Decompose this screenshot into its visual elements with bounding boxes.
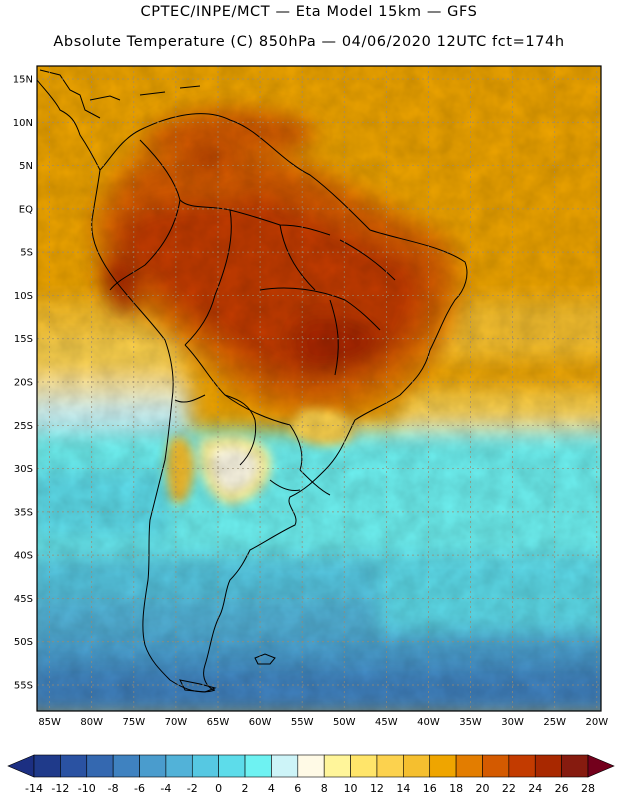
lon-label: 45W: [375, 717, 398, 728]
lon-label: 80W: [80, 717, 103, 728]
lon-label: 25W: [543, 717, 566, 728]
colorbar-tick-label: 4: [268, 782, 275, 795]
colorbar-tick-label: 20: [475, 782, 489, 795]
latitude-labels: 15N 10N 5N EQ 5S 10S 15S 20S 25S 30S 35S 40S 45S 50S 5…: [13, 74, 33, 691]
temperature-field: [37, 66, 601, 711]
colorbar-tick-label: -6: [134, 782, 145, 795]
colorbar-swatch: [60, 754, 88, 778]
lon-label: 35W: [459, 717, 482, 728]
lat-label: 10N: [13, 118, 33, 129]
colorbar: [7, 754, 615, 778]
colorbar-swatch: [508, 754, 536, 778]
map-title-line-2: Absolute Temperature (C) 850hPa — 04/06/…: [53, 34, 565, 50]
colorbar-tick-label: -8: [108, 782, 119, 795]
colorbar-swatch: [350, 754, 378, 778]
lat-label: 10S: [14, 291, 33, 302]
colorbar-swatch: [561, 754, 589, 778]
colorbar-swatch: [376, 754, 404, 778]
colorbar-tick-label: 14: [396, 782, 410, 795]
colorbar-swatch: [86, 754, 114, 778]
colorbar-swatch: [455, 754, 483, 778]
lon-label: 30W: [501, 717, 524, 728]
lat-label: 30S: [14, 464, 33, 475]
colorbar-swatch: [482, 754, 510, 778]
colorbar-swatch: [191, 754, 219, 778]
lon-label: 55W: [291, 717, 314, 728]
colorbar-tick-label: 8: [321, 782, 328, 795]
colorbar-tick-label: 2: [242, 782, 249, 795]
colorbar-tick-label: 26: [555, 782, 569, 795]
colorbar-swatch: [297, 754, 325, 778]
lon-label: 20W: [585, 717, 608, 728]
colorbar-swatch: [323, 754, 351, 778]
colorbar-tick-label: 22: [502, 782, 516, 795]
lat-label: 15S: [14, 334, 33, 345]
graticule: [37, 66, 601, 711]
lat-label: 40S: [14, 551, 33, 562]
colorbar-tick-label: -2: [187, 782, 198, 795]
colorbar-tick-label: -14: [25, 782, 43, 795]
colorbar-tick-label: 24: [528, 782, 542, 795]
lon-label: 60W: [249, 717, 272, 728]
lat-label: 35S: [14, 507, 33, 518]
colorbar-swatch: [271, 754, 299, 778]
colorbar-tick-label: 12: [370, 782, 384, 795]
colorbar-labels: -14 -12 -10 -8 -6 -4 -2 0 2 4 6 8 10 12 14 16 18 20 22 24 26…: [25, 782, 595, 795]
lon-label: 40W: [417, 717, 440, 728]
lat-label: 15N: [13, 74, 33, 85]
lon-label: 75W: [122, 717, 145, 728]
lat-label: 25S: [14, 421, 33, 432]
colorbar-tick-label: -10: [78, 782, 96, 795]
lat-label: 50S: [14, 637, 33, 648]
lat-label: 5N: [19, 161, 33, 172]
colorbar-high-arrow: [587, 754, 615, 778]
lat-label: 20S: [14, 378, 33, 389]
longitude-labels: 85W 80W 75W 70W 65W 60W 55W 50W 45W 40W 35W 30W 25W 2…: [38, 717, 608, 728]
lon-label: 70W: [165, 717, 188, 728]
colorbar-tick-label: -4: [160, 782, 171, 795]
colorbar-tick-label: 6: [294, 782, 301, 795]
colorbar-swatch: [403, 754, 431, 778]
colorbar-tick-label: 18: [449, 782, 463, 795]
colorbar-tick-label: -12: [51, 782, 69, 795]
colorbar-tick-label: 0: [215, 782, 222, 795]
colorbar-swatch: [165, 754, 193, 778]
colorbar-swatch: [534, 754, 562, 778]
lon-label: 50W: [333, 717, 356, 728]
colorbar-tick-label: 16: [423, 782, 437, 795]
lon-label: 65W: [207, 717, 230, 728]
lat-label: EQ: [19, 204, 33, 215]
coastlines: [36, 69, 468, 693]
lat-label: 5S: [20, 248, 33, 259]
lat-label: 45S: [14, 594, 33, 605]
lat-label: 55S: [14, 681, 33, 692]
colorbar-swatch: [429, 754, 457, 778]
colorbar-swatch: [112, 754, 140, 778]
map-title-line-1: CPTEC/INPE/MCT — Eta Model 15km — GFS: [140, 4, 478, 20]
colorbar-swatch: [33, 754, 61, 778]
colorbar-swatch: [139, 754, 167, 778]
map-frame: [36, 65, 602, 712]
colorbar-swatch: [244, 754, 272, 778]
colorbar-tick-label: 10: [344, 782, 358, 795]
colorbar-tick-label: 28: [581, 782, 595, 795]
colorbar-low-arrow: [7, 754, 35, 778]
lon-label: 85W: [38, 717, 61, 728]
colorbar-swatch: [218, 754, 246, 778]
